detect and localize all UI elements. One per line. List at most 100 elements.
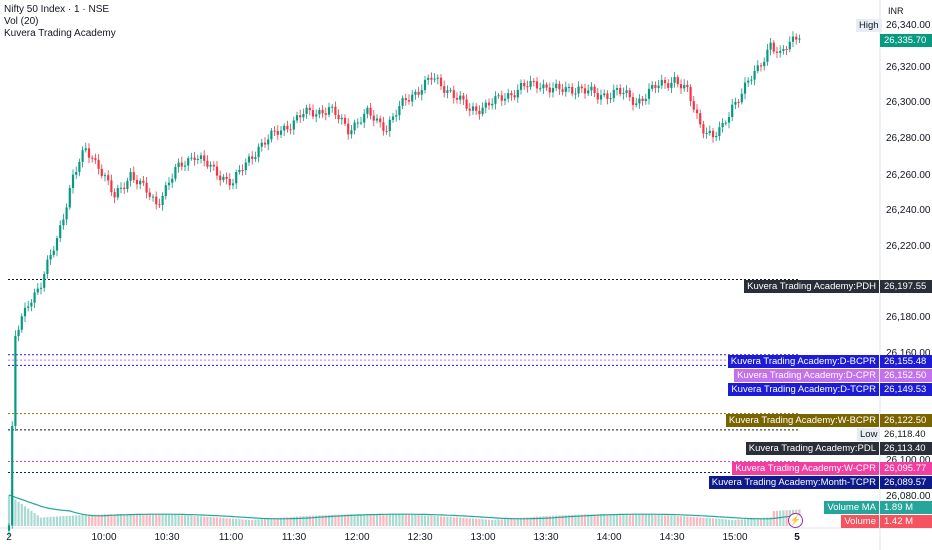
candle-body (494, 96, 497, 104)
candle-body (11, 425, 14, 526)
volume-bar (727, 519, 731, 526)
volume-bar (126, 514, 129, 526)
volume-bar (606, 514, 609, 526)
candle-body (551, 88, 555, 93)
volume-bar (247, 519, 251, 526)
volume-bar (718, 518, 721, 526)
candle-body (436, 77, 439, 79)
lightning-icon[interactable]: ⚡ (788, 513, 803, 528)
candle-body (14, 336, 17, 426)
candle-body (769, 42, 772, 50)
volume-bar (564, 515, 567, 526)
candle-body (395, 115, 398, 117)
candle-body (427, 77, 430, 80)
volume-bar (398, 514, 401, 526)
volume-bar (580, 514, 583, 526)
volume-bar (193, 516, 196, 526)
candle-body (619, 88, 622, 95)
volume-bar (71, 515, 75, 526)
volume-bar (526, 517, 529, 526)
volume-bar (465, 518, 468, 526)
volume-bar (679, 516, 683, 526)
volume-bar (599, 514, 603, 526)
volume-bar (110, 514, 113, 526)
volume-bar (417, 515, 420, 526)
candle-body (391, 116, 395, 120)
candle-body (689, 87, 692, 102)
candle-body (193, 157, 196, 160)
time-axis-label: 13:30 (533, 532, 559, 543)
volume-bar (500, 519, 503, 526)
volume-bar (683, 516, 686, 526)
volume-bar (302, 516, 305, 526)
candle-body (187, 158, 190, 166)
symbol-title[interactable]: Nifty 50 Index · 1 · NSE (4, 4, 110, 15)
candle-body (459, 95, 462, 100)
candle-body (356, 122, 359, 124)
candle-body (791, 36, 795, 42)
volume-bar (180, 515, 183, 526)
volume-bar (635, 514, 638, 526)
candle-body (107, 175, 110, 181)
volume-bar (539, 516, 542, 526)
script-indicator-label[interactable]: Kuvera Trading Academy (4, 28, 116, 39)
volume-bar (644, 514, 647, 526)
volume-bar (177, 515, 180, 526)
candles (7, 31, 801, 537)
candle-body (439, 77, 443, 87)
candle-body (510, 93, 513, 96)
candle-body (567, 86, 571, 88)
volume-bar (574, 514, 577, 526)
candle-body (785, 48, 788, 50)
volume-bar (33, 513, 36, 526)
volume-bar (603, 514, 606, 526)
volume-bar (299, 516, 302, 526)
candle-body (692, 101, 695, 110)
level-price-w-bcpr: 26,122.50 (880, 414, 932, 427)
candle-body (251, 156, 254, 159)
volume-bar (139, 514, 142, 526)
candle-body (110, 180, 113, 193)
volume-bar (215, 517, 219, 526)
time-axis-label: 14:00 (596, 532, 622, 543)
candle-body (215, 166, 219, 176)
candle-body (695, 109, 699, 114)
candle-body (542, 84, 545, 89)
volume-indicator-label[interactable]: Vol (20) (4, 16, 39, 27)
level-price-d-tcpr: 26,149.53 (880, 383, 932, 396)
level-label-pdl: Kuvera Trading Academy:PDL (745, 442, 879, 455)
candle-body (39, 287, 43, 289)
volume-bar (705, 517, 708, 526)
candle-body (507, 93, 510, 99)
candle-body (673, 76, 676, 83)
candle-body (315, 114, 318, 117)
volume-bar (695, 517, 699, 526)
candle-body (513, 95, 516, 98)
candle-body (231, 183, 235, 186)
volume-bar (475, 518, 478, 526)
volume-bar (535, 516, 539, 526)
volume-bar (663, 515, 667, 526)
candle-body (270, 130, 273, 140)
volume-bar (379, 514, 382, 526)
volume-bar (43, 517, 46, 526)
currency-label[interactable]: INR (888, 6, 904, 16)
candle-body (539, 88, 542, 90)
volume-bar (395, 514, 398, 526)
volume-bar (151, 514, 155, 526)
volume-bar (446, 516, 449, 526)
candle-body (113, 192, 116, 198)
volume-bar (689, 516, 692, 526)
volume-bar (36, 515, 39, 526)
volume-bar (97, 514, 100, 526)
volume-bar (49, 516, 52, 526)
volume-bar (65, 515, 68, 526)
volume-bar (55, 516, 59, 526)
candle-body (743, 82, 747, 94)
candle-body (708, 130, 711, 134)
time-axis-label: 12:00 (344, 532, 370, 543)
candle-body (481, 107, 484, 115)
candle-body (244, 162, 247, 171)
candle-body (782, 48, 785, 51)
volume-bar (779, 510, 782, 526)
